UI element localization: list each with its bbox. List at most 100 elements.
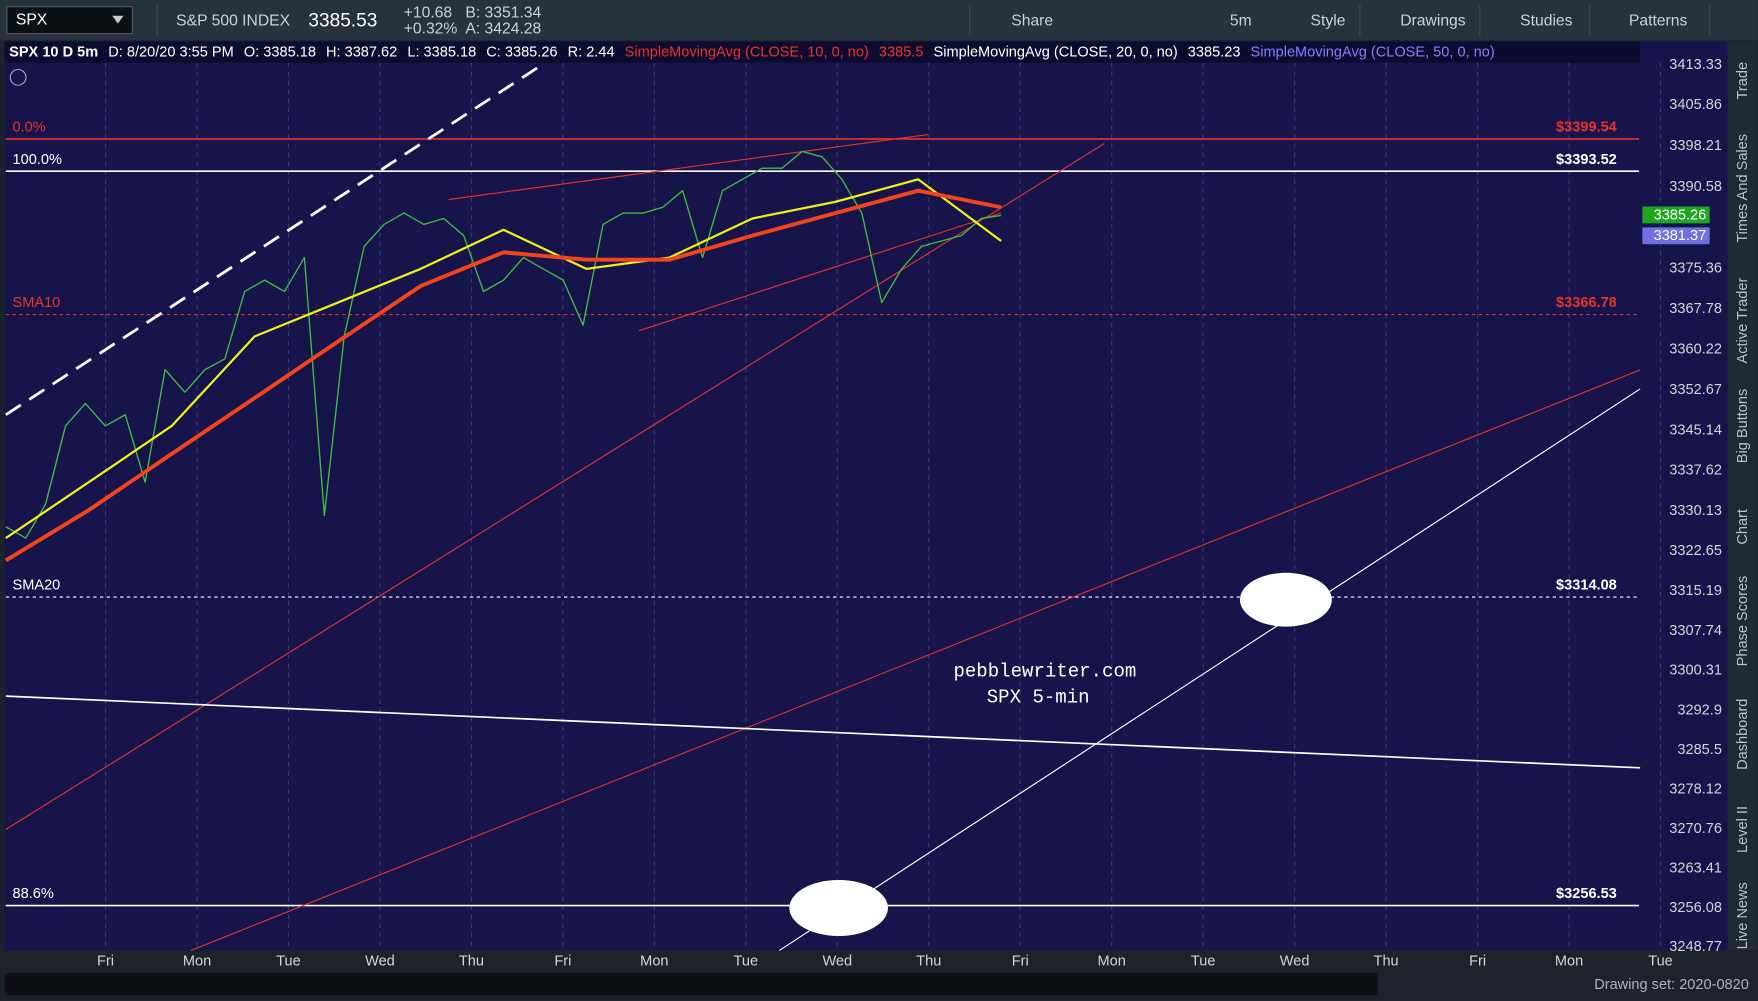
y-tick-label: 3398.21 [1669,138,1722,154]
instrument-name: S&P 500 INDEX [176,12,290,29]
level-price: $3393.52 [1556,152,1617,168]
y-tick-label: 3345.14 [1669,422,1722,438]
share-button[interactable]: Share [1011,12,1053,29]
x-tick-label: Mon [1098,954,1126,970]
y-tick-label: 3375.36 [1669,260,1722,276]
x-tick-label: Mon [1555,954,1583,970]
side-tab[interactable]: Big Buttons [1735,389,1751,463]
level-price: $3399.54 [1556,120,1618,136]
x-tick-label: Tue [1648,954,1673,970]
level-name: SMA20 [13,578,61,594]
side-panel [1727,41,1758,951]
symbol-box[interactable] [6,6,134,35]
side-tab[interactable]: Active Trader [1735,278,1751,364]
side-tab[interactable]: Phase Scores [1735,576,1751,667]
y-tick-label: 3337.62 [1669,463,1722,479]
y-tick-label: 3330.13 [1669,503,1722,519]
study-item: O: 3385.18 [244,45,316,61]
y-tick-label: 3322.65 [1669,543,1722,559]
side-tab[interactable]: Live News [1735,882,1751,949]
series-line [4,188,1002,563]
x-tick-label: Thu [1374,954,1399,970]
chart-area [4,41,1641,951]
x-tick-label: Fri [1012,954,1029,970]
x-tick-label: Tue [1191,954,1216,970]
x-tick-label: Wed [365,954,395,970]
level-price: $3314.08 [1556,578,1617,594]
x-tick-label: Thu [916,954,941,970]
x-tick-label: Fri [554,954,571,970]
side-tab[interactable]: Trade [1735,62,1751,100]
dropdown-arrow [112,15,124,24]
y-tick-label: 3300.31 [1669,663,1722,679]
change: +10.68 [404,5,453,22]
level-price: $3366.78 [1556,295,1617,311]
study-item: R: 2.44 [568,45,615,61]
x-tick-label: Mon [640,954,668,970]
scrollbar[interactable] [4,972,1378,996]
y-tick-label: 3367.78 [1669,301,1722,317]
style-button[interactable]: Style [1311,12,1346,29]
side-tab[interactable]: Level II [1735,806,1751,853]
level-name: 88.6% [13,886,54,902]
level-price: $3256.53 [1556,886,1617,902]
last-price: 3385.53 [308,10,377,31]
watermark: pebblewriter.com [953,660,1136,682]
info-icon[interactable] [9,68,27,86]
level-name: 0.0% [13,120,46,136]
side-tab[interactable]: Chart [1735,509,1751,545]
drawings-button[interactable]: Drawings [1400,12,1466,29]
price-axis [1640,41,1728,951]
drawing-set: Drawing set: 2020-0820 [1594,977,1749,993]
study-item: SimpleMovingAvg (CLOSE, 10, 0, no) [625,45,869,61]
change-pct: +0.32% [404,20,458,37]
patterns-button[interactable]: Patterns [1629,12,1688,29]
y-tick-label: 3307.74 [1669,623,1722,639]
study-bar [4,41,1641,63]
y-tick-label: 3405.86 [1669,97,1722,113]
price-tag-label: 3385.26 [1654,207,1707,223]
study-item: 3385.5 [879,45,924,61]
bid: B: 3351.34 [465,5,541,22]
x-tick-label: Wed [822,954,852,970]
y-tick-label: 3248.77 [1669,939,1722,955]
y-tick-label: 3315.19 [1669,583,1722,599]
price-tag [1642,227,1710,245]
y-tick-label: 3256.08 [1669,900,1722,916]
timeframe-button[interactable]: 5m [1230,12,1252,29]
level-name: 100.0% [13,152,62,168]
y-tick-label: 3413.33 [1669,57,1722,73]
side-tab[interactable]: Times And Sales [1735,134,1751,243]
watermark: SPX 5-min [987,686,1090,708]
x-tick-label: Fri [97,954,114,970]
study-item: SimpleMovingAvg (CLOSE, 20, 0, no) [934,45,1178,61]
study-item: H: 3387.62 [326,45,397,61]
price-tag-label: 3381.37 [1654,228,1707,244]
x-tick-label: Fri [1469,954,1486,970]
series-line [5,150,1002,539]
side-tab[interactable]: Dashboard [1735,699,1751,770]
y-tick-label: 3390.58 [1669,179,1722,195]
y-tick-label: 3285.5 [1677,742,1722,758]
y-tick-label: 3352.67 [1669,382,1722,398]
study-item: 3385.23 [1188,45,1241,61]
toolbar-separators [156,4,1711,36]
ask: A: 3424.28 [465,20,541,37]
x-tick-label: Tue [734,954,759,970]
x-tick-label: Thu [459,954,484,970]
x-tick-label: Tue [276,954,301,970]
drawings [5,66,1641,952]
y-tick-label: 3278.12 [1669,782,1722,798]
toolbar [0,0,1758,41]
y-tick-label: 3270.76 [1669,821,1722,837]
study-item: C: 3385.26 [486,45,557,61]
studies-button[interactable]: Studies [1520,12,1572,29]
x-tick-label: Mon [183,954,211,970]
study-item: D: 8/20/20 3:55 PM [108,45,233,61]
series-line [5,178,1002,539]
study-item: SimpleMovingAvg (CLOSE, 50, 0, no) [1251,45,1495,61]
symbol: SPX [16,11,48,28]
level-name: SMA10 [13,295,61,311]
